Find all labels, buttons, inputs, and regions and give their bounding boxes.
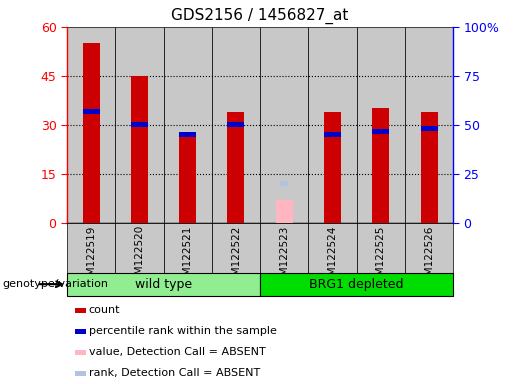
Bar [372,129,389,134]
Bar [82,43,99,223]
Bar [260,27,308,223]
Bar [228,122,245,127]
Bar [179,132,196,137]
Bar [260,273,453,296]
Text: GSM122522: GSM122522 [231,225,241,289]
Bar [260,223,308,273]
Bar [163,27,212,223]
Bar [356,27,405,223]
Text: percentile rank within the sample: percentile rank within the sample [89,326,277,336]
Text: GSM122519: GSM122519 [86,225,96,289]
Bar [280,181,288,186]
Bar [82,109,99,114]
Text: count: count [89,305,120,315]
Bar [421,126,438,131]
Bar [324,112,341,223]
Bar [163,223,212,273]
Text: GSM122520: GSM122520 [134,225,144,288]
Bar [75,371,87,376]
Bar [356,223,405,273]
Text: value, Detection Call = ABSENT: value, Detection Call = ABSENT [89,347,265,358]
Text: GSM122524: GSM122524 [328,225,337,289]
Bar [405,27,453,223]
Bar [421,112,438,223]
Bar [372,109,389,223]
Text: BRG1 depleted: BRG1 depleted [310,278,404,291]
Bar [324,132,341,137]
Bar [228,112,245,223]
Text: GSM122526: GSM122526 [424,225,434,289]
Bar [212,27,260,223]
Bar [115,223,163,273]
Bar [276,200,293,223]
Text: GSM122521: GSM122521 [183,225,193,289]
Text: rank, Detection Call = ABSENT: rank, Detection Call = ABSENT [89,368,260,379]
Bar [115,27,163,223]
Bar [75,329,87,334]
Bar [75,308,87,313]
Bar [179,135,196,223]
Bar [131,76,148,223]
Title: GDS2156 / 1456827_at: GDS2156 / 1456827_at [171,8,349,24]
Text: genotype/variation: genotype/variation [3,279,109,289]
Bar [75,350,87,355]
Bar [405,223,453,273]
Bar [308,223,356,273]
Bar [212,223,260,273]
Bar [67,273,260,296]
Text: wild type: wild type [135,278,192,291]
Bar [308,27,356,223]
Bar [67,223,115,273]
Text: GSM122523: GSM122523 [279,225,289,289]
Bar [67,27,115,223]
Bar [131,122,148,127]
Text: GSM122525: GSM122525 [376,225,386,289]
